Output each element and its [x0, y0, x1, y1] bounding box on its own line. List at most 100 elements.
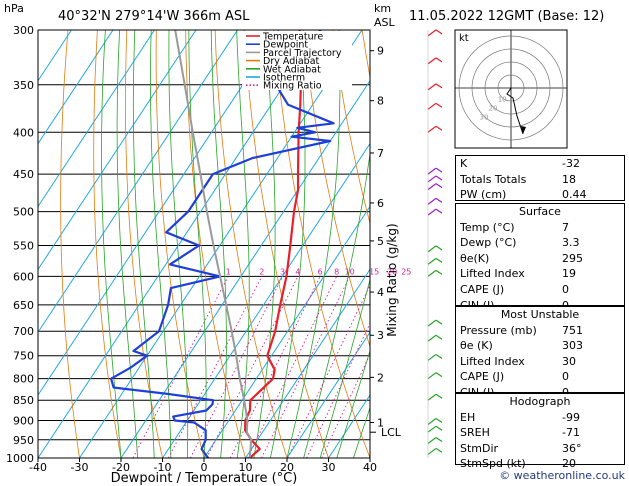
index-value: 0: [562, 282, 569, 296]
mixing-ratio-label: 2: [259, 267, 264, 276]
index-value: -99: [562, 410, 580, 424]
index-label: θe (K): [460, 339, 493, 353]
index-row: Temp (°C) 7: [456, 220, 624, 236]
wind-barb: [427, 334, 437, 342]
wind-barb: [427, 353, 437, 361]
index-value: 7: [562, 220, 569, 234]
mixing-ratio-line: [247, 276, 338, 458]
wind-barb-flag: [435, 393, 443, 399]
index-label: SREH: [460, 426, 490, 440]
index-label: Pressure (mb): [460, 323, 537, 337]
index-row: StmSpd (kt) 20: [456, 456, 624, 472]
y-unit-label: hPa: [4, 2, 24, 15]
mixing-ratio-line: [261, 276, 351, 458]
wet-adiabat-line: [132, 30, 155, 458]
wind-barb-flag: [435, 29, 443, 35]
index-row: Dewp (°C) 3.3: [456, 235, 624, 251]
index-row: EH -99: [456, 410, 624, 426]
x-tick-label: 0: [201, 461, 208, 474]
surface-title: Surface: [519, 205, 561, 218]
index-label: Temp (°C): [460, 220, 515, 234]
wind-barb-flag: [435, 425, 443, 431]
mixing-ratio-line: [229, 276, 321, 458]
mixing-ratio-label: 15: [369, 267, 379, 276]
pressure-tick-label: 750: [13, 350, 34, 363]
wind-barb: [427, 319, 437, 327]
wind-barb-flag: [435, 447, 443, 453]
wind-barb-flag: [435, 269, 443, 275]
index-label: Totals Totals: [460, 172, 527, 186]
index-row: SREH -71: [456, 425, 624, 441]
index-row: Pressure (mb) 751: [456, 323, 624, 339]
wind-barb-flag: [435, 372, 443, 378]
index-row: CAPE (J) 0: [456, 369, 624, 385]
wet-adiabat-line: [336, 349, 370, 458]
index-row: Lifted Index 19: [456, 266, 624, 282]
hodograph-ring: [471, 48, 551, 128]
index-value: -32: [562, 157, 580, 170]
wind-barb-flag: [435, 102, 443, 108]
mixing-ratio-line: [206, 276, 299, 458]
km-tick-label: 5: [377, 235, 384, 248]
mixing-ratio-label: 4: [295, 267, 300, 276]
index-row: CAPE (J) 0: [456, 282, 624, 298]
wind-barb-flag: [435, 175, 443, 181]
hodograph-trace: [506, 87, 524, 135]
index-value: 18: [562, 172, 576, 186]
index-value: 751: [562, 323, 583, 337]
isotherm-line: [38, 30, 280, 397]
index-value: 0: [562, 298, 569, 314]
wind-barb-flag: [435, 167, 443, 173]
copyright-text: © weatheronline.co.uk: [499, 469, 625, 482]
index-label: K: [460, 157, 468, 170]
wind-barb-flag: [435, 436, 443, 442]
mixing-ratio-label: 25: [401, 267, 411, 276]
wind-barb-flag: [435, 83, 443, 89]
wind-barb: [427, 417, 437, 425]
pressure-tick-label: 550: [13, 239, 34, 252]
hodograph-title: Hodograph: [509, 395, 571, 408]
most-unstable-box: Most Unstable Pressure (mb) 751 θe (K) 303 L…: [455, 306, 625, 399]
pressure-tick-label: 650: [13, 299, 34, 312]
wind-barb: [427, 183, 437, 191]
hodograph-ring-label: 10: [498, 95, 507, 103]
wind-barb: [427, 102, 437, 110]
wet-adiabat-line: [236, 30, 250, 458]
indices-panel: K -32 Totals Totals 18 PW (cm) 0.44 Surface T…: [455, 155, 625, 470]
pressure-tick-label: 800: [13, 373, 34, 386]
km-tick-label: 6: [377, 197, 384, 210]
wind-barb: [427, 167, 437, 175]
wind-barb: [427, 83, 437, 91]
isotherm-line: [38, 30, 321, 458]
legend-label: Wet Adiabat: [263, 64, 321, 75]
dewpoint-line: [110, 30, 335, 458]
wet-adiabat-line: [188, 30, 207, 458]
station-info: 40°32'N 279°14'W 366m ASL: [58, 9, 250, 24]
wind-barb: [427, 257, 437, 265]
parcel-trajectory-line: [174, 30, 253, 458]
index-row: Totals Totals 18: [456, 172, 624, 188]
legend-background: [242, 31, 352, 90]
index-row: K -32: [456, 156, 624, 172]
isotherm-line: [38, 30, 197, 271]
x-tick-label: 30: [322, 461, 336, 474]
wind-barb: [427, 245, 437, 253]
hodograph-ring: [484, 61, 538, 115]
hodograph-unit-label: kt: [459, 33, 469, 44]
hodograph-ring: [497, 74, 525, 102]
legend-label: Dry Adiabat: [263, 56, 320, 67]
wind-barb-flag: [435, 197, 443, 203]
mixing-ratio-label: 10: [345, 267, 355, 276]
basic-indices-box: K -32 Totals Totals 18 PW (cm) 0.44: [455, 155, 625, 201]
index-value: 36°: [562, 441, 582, 455]
wind-barb-flag: [435, 257, 443, 263]
dry-adiabat-line: [244, 30, 329, 458]
km-tick-label: 4: [377, 286, 384, 299]
wind-barb: [427, 393, 437, 401]
hodograph-ring-label: 30: [480, 114, 489, 122]
index-row: PW (cm) 0.44: [456, 187, 624, 203]
mixing-ratio-label: 6: [318, 267, 323, 276]
wind-barb: [427, 437, 437, 444]
isotherm-line: [286, 331, 370, 458]
mixing-ratio-label: 1: [226, 267, 231, 276]
